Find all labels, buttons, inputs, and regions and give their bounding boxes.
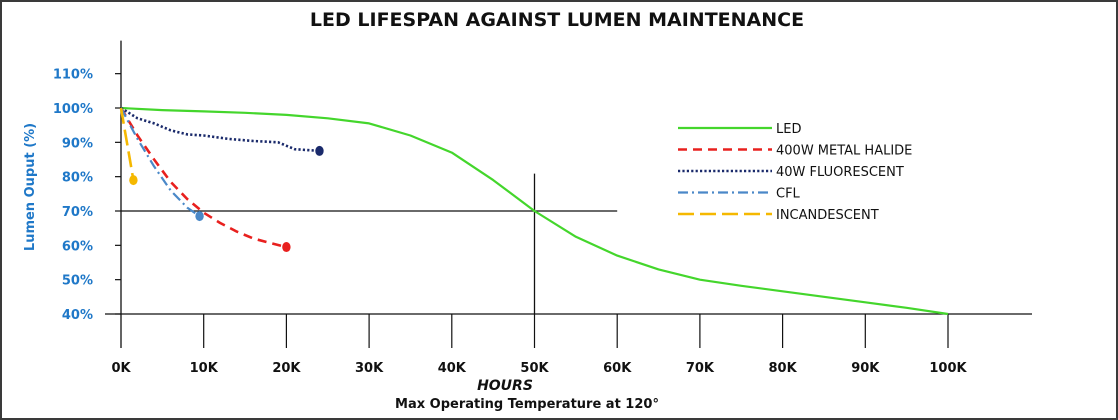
legend-label-led: LED bbox=[776, 122, 801, 137]
x-tick-label: 100K bbox=[929, 361, 967, 376]
legend-label-40w-fluorescent: 40W FLUORESCENT bbox=[776, 165, 904, 180]
y-tick-label: 80% bbox=[62, 171, 93, 186]
series-end-marker-400w-metal-halide bbox=[282, 242, 291, 253]
series-line-400w-metal-halide bbox=[119, 107, 287, 249]
series-line-cfl bbox=[120, 107, 201, 218]
chart-title: LED LIFESPAN AGAINST LUMEN MAINTENANCE bbox=[309, 9, 805, 31]
series-line-40w-fluorescent bbox=[120, 106, 320, 153]
legend-label-400w-metal-halide: 400W METAL HALIDE bbox=[776, 144, 912, 159]
y-tick-label: 40% bbox=[62, 308, 93, 323]
x-tick-label: 40K bbox=[438, 361, 467, 376]
y-tick-label: 90% bbox=[62, 136, 93, 151]
series-line-incandescent bbox=[119, 107, 135, 181]
series-line-led bbox=[120, 106, 949, 316]
x-tick-label: 50K bbox=[520, 361, 549, 376]
x-tick-label: 70K bbox=[686, 361, 715, 376]
x-tick-label: 90K bbox=[851, 361, 880, 376]
y-tick-label: 110% bbox=[53, 68, 93, 83]
axes: 40% 50% 60% 70% 80% 90% 100% 110% 0K 10K 20K 30K 40K… bbox=[53, 40, 1032, 376]
y-tick-label: 70% bbox=[62, 205, 93, 220]
series-end-marker-incandescent bbox=[129, 175, 138, 186]
x-tick-label: 0K bbox=[111, 361, 131, 376]
series-end-marker-40w-fluorescent bbox=[315, 145, 324, 156]
x-tick-label: 20K bbox=[272, 361, 301, 376]
x-tick-label: 80K bbox=[769, 361, 798, 376]
x-tick-label: 10K bbox=[190, 361, 219, 376]
reference-lines bbox=[121, 173, 618, 314]
series-end-marker-cfl bbox=[195, 211, 204, 222]
x-axis-label: HOURS bbox=[477, 378, 533, 394]
y-tick-label: 100% bbox=[53, 102, 93, 117]
y-tick-label: 60% bbox=[62, 239, 93, 254]
legend: LED 400W METAL HALIDE 40W FLUORESCENT CFL IN… bbox=[678, 122, 912, 223]
x-tick-label: 30K bbox=[355, 361, 384, 376]
chart-subtitle: Max Operating Temperature at 120° bbox=[395, 397, 659, 412]
legend-label-cfl: CFL bbox=[776, 187, 801, 202]
y-axis-label: Lumen Ouput (%) bbox=[23, 123, 38, 251]
x-tick-label: 60K bbox=[603, 361, 632, 376]
legend-label-incandescent: INCANDESCENT bbox=[776, 208, 879, 223]
y-tick-label: 50% bbox=[62, 274, 93, 289]
series-group bbox=[119, 106, 949, 316]
